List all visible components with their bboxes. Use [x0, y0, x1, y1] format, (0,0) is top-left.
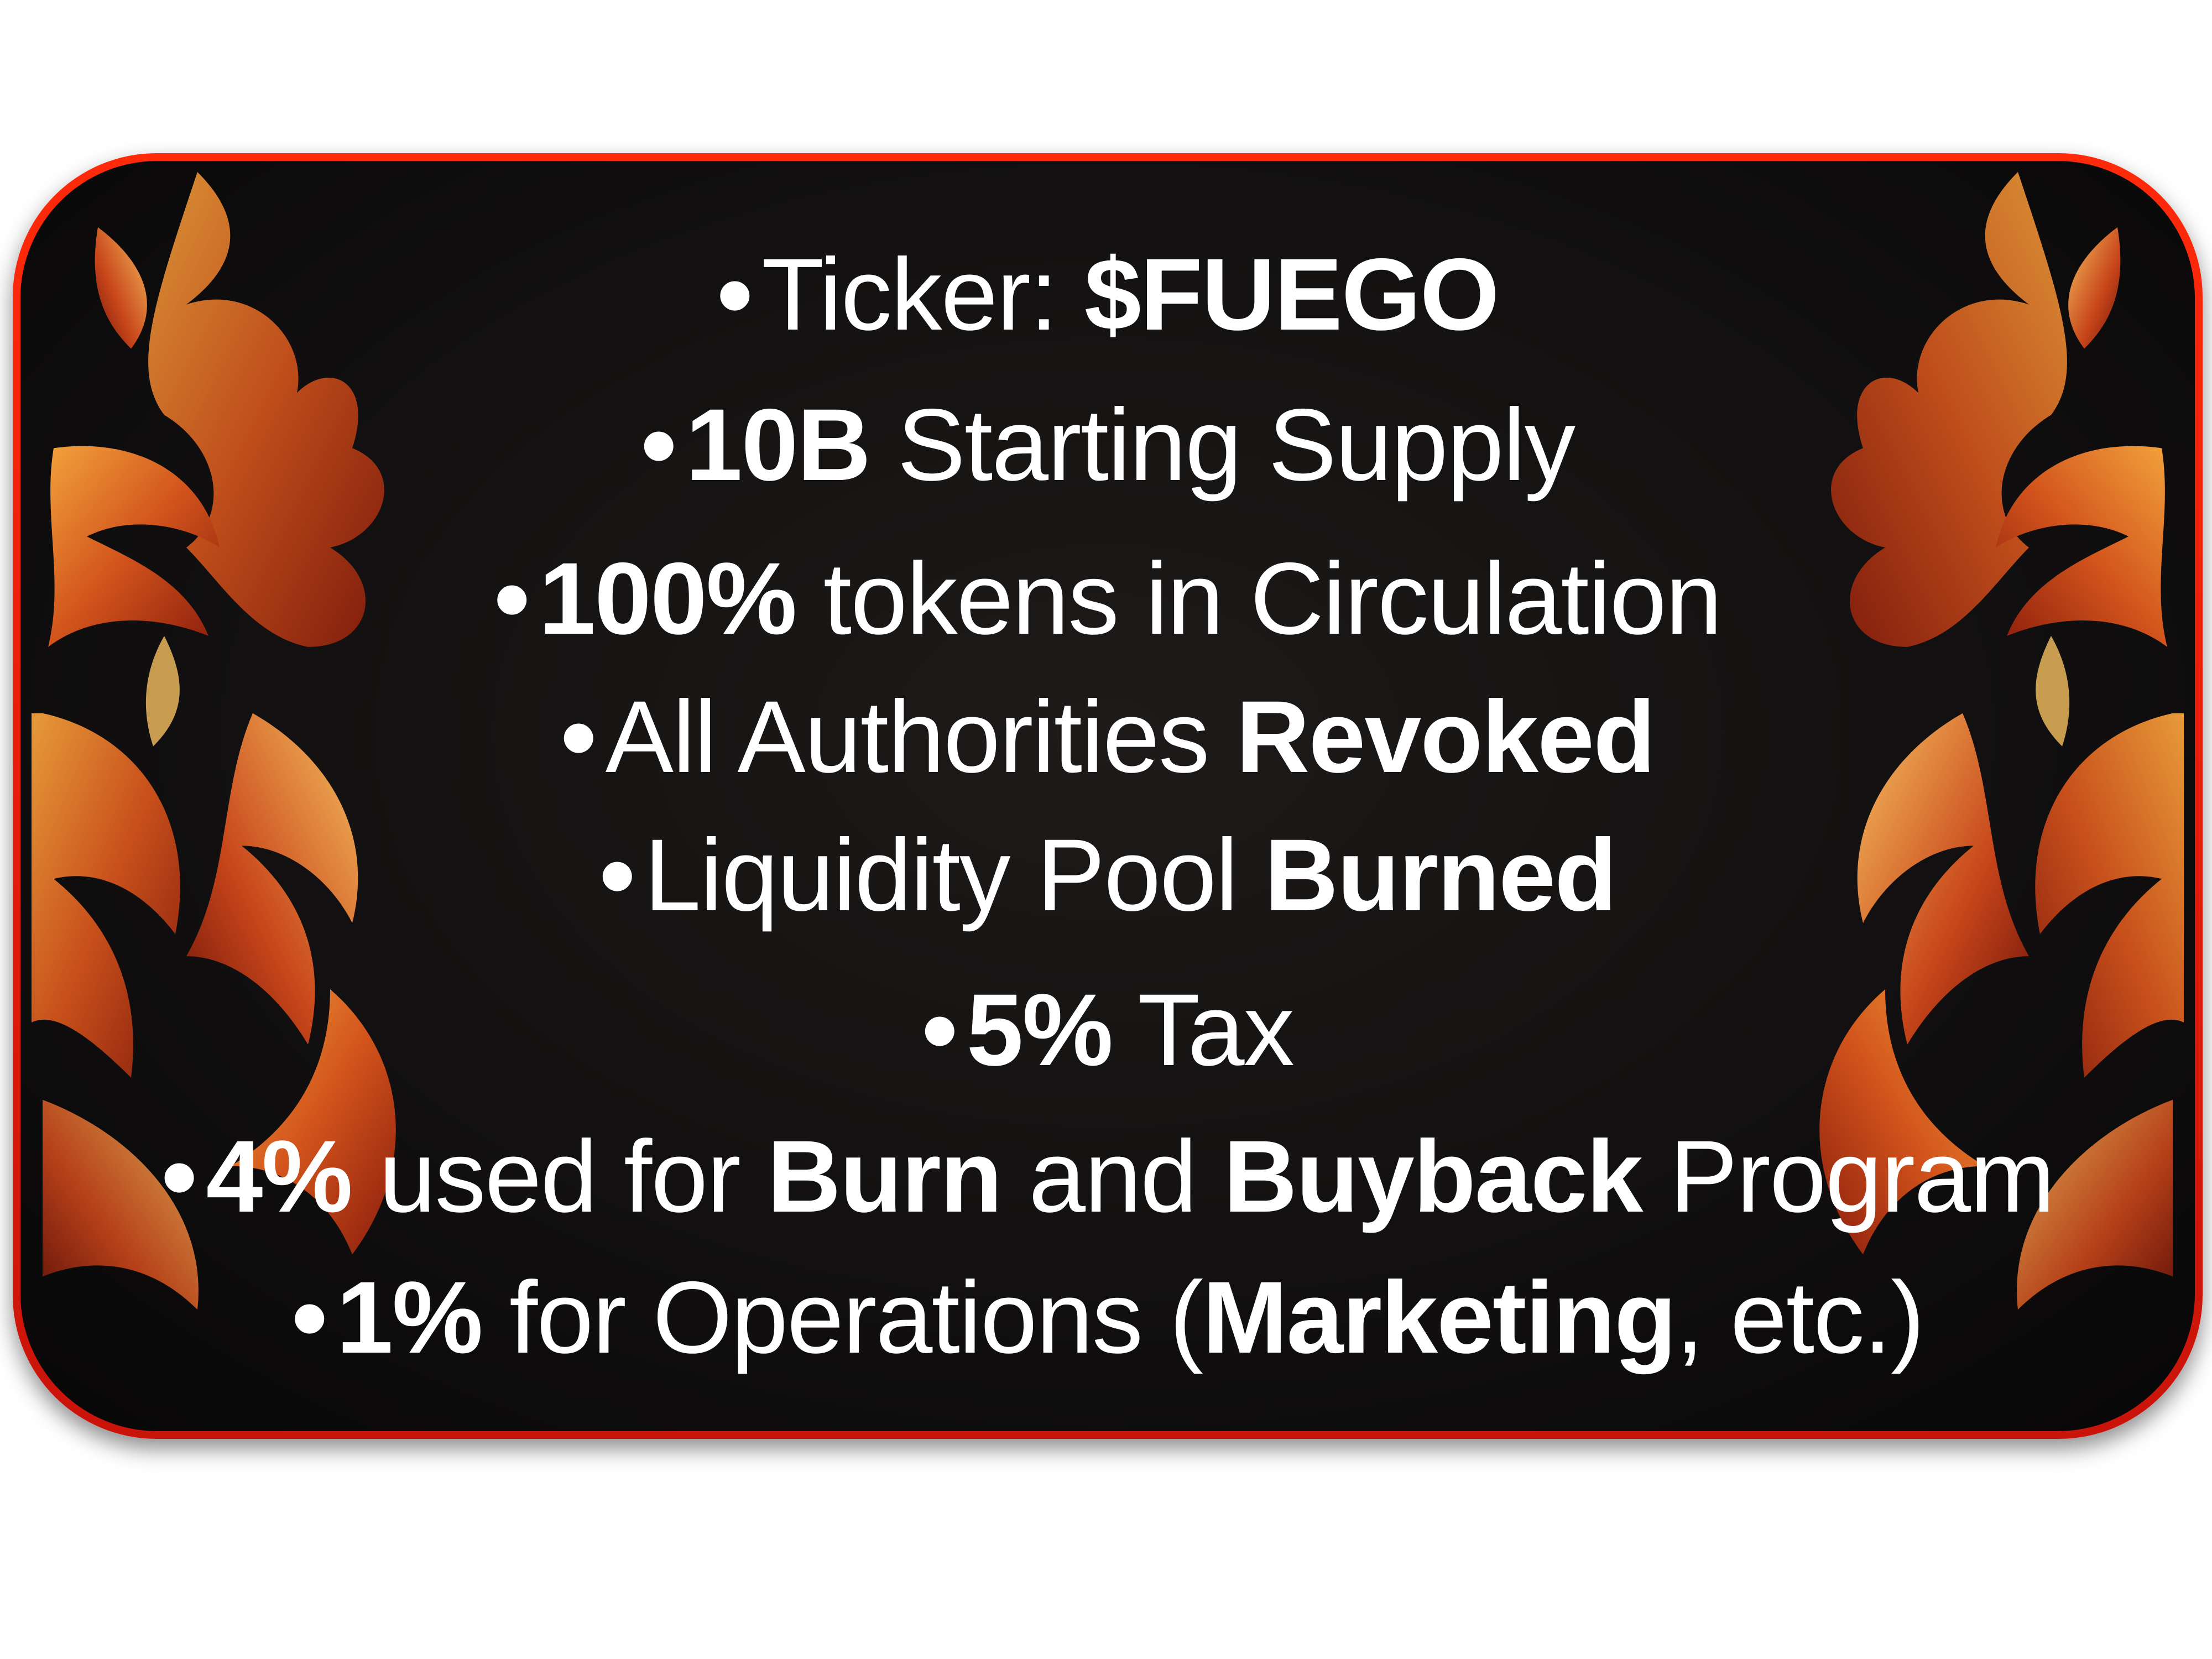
- bullet: •: [599, 818, 635, 932]
- phoenix-flame-icon: [1819, 171, 2184, 1310]
- bullet: •: [494, 542, 530, 656]
- tokenomics-card: •Ticker: $FUEGO •10B Starting Supply •10…: [13, 153, 2203, 1439]
- bullet: •: [640, 388, 677, 502]
- line-text-bold: Revoked: [1235, 680, 1656, 794]
- list-item-burn-buyback: •4% used for Burn and Buyback Program: [20, 1126, 2195, 1228]
- bullet: •: [921, 973, 958, 1087]
- line-text-bold: Buyback: [1223, 1120, 1643, 1234]
- line-text-bold: 5%: [966, 973, 1113, 1087]
- phoenix-flame-icon: [32, 171, 396, 1310]
- line-text-bold: Burn: [767, 1120, 1003, 1234]
- tokenomics-list: •Ticker: $FUEGO •10B Starting Supply •10…: [20, 161, 2195, 1431]
- line-text: Liquidity Pool: [644, 818, 1265, 932]
- line-text-bold: 1%: [336, 1261, 483, 1375]
- line-text: for Operations (: [482, 1261, 1203, 1375]
- list-item-circulation: •100% tokens in Circulation: [20, 548, 2195, 650]
- card-background: •Ticker: $FUEGO •10B Starting Supply •10…: [20, 161, 2195, 1431]
- line-text-bold: 100%: [539, 542, 797, 656]
- bullet: •: [291, 1261, 327, 1375]
- line-text: Program: [1642, 1120, 2055, 1234]
- list-item-tax: •5% Tax: [20, 979, 2195, 1082]
- line-text-bold: $FUEGO: [1084, 238, 1500, 352]
- line-text-bold: Burned: [1264, 818, 1617, 932]
- line-text: used for: [351, 1120, 768, 1234]
- line-text: Ticker:: [761, 238, 1084, 352]
- bullet: •: [717, 238, 753, 352]
- line-text: and: [1001, 1120, 1224, 1234]
- list-item-operations: •1% for Operations (Marketing, etc.): [20, 1267, 2195, 1369]
- list-item-ticker: •Ticker: $FUEGO: [20, 244, 2195, 346]
- list-item-liquidity: •Liquidity Pool Burned: [20, 825, 2195, 927]
- line-text: Starting Supply: [870, 388, 1575, 502]
- list-item-supply: •10B Starting Supply: [20, 394, 2195, 497]
- line-text-bold: 10B: [685, 388, 871, 502]
- line-text: Tax: [1112, 973, 1295, 1087]
- line-text-bold: 4%: [206, 1120, 353, 1234]
- bullet: •: [560, 680, 597, 794]
- line-text: tokens in Circulation: [796, 542, 1723, 656]
- line-text-bold: Marketing: [1202, 1261, 1677, 1375]
- list-item-authorities: •All Authorities Revoked: [20, 686, 2195, 789]
- bullet: •: [161, 1120, 197, 1234]
- line-text: All Authorities: [605, 680, 1236, 794]
- line-text: , etc.): [1676, 1261, 1925, 1375]
